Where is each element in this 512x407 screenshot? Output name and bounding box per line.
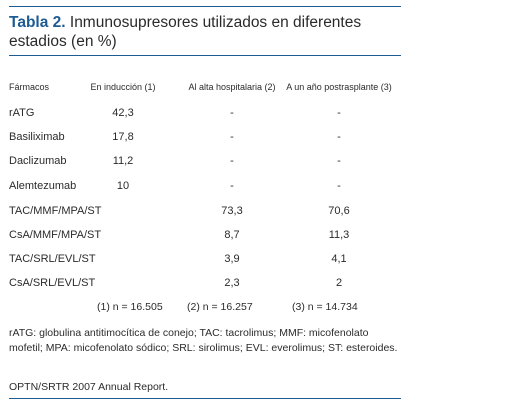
discharge-value: - <box>230 180 234 192</box>
header-induccion: En inducción (1) <box>90 82 156 92</box>
discharge-value: 2,3 <box>224 277 240 289</box>
n-one-year: (3) n = 14.734 <box>292 301 358 313</box>
table-row: Alemtezumab 10 - - <box>0 180 512 194</box>
induction-value: 11,2 <box>112 155 134 167</box>
discharge-value: 3,9 <box>224 253 240 265</box>
column-headers: Fármacos En inducción (1) Al alta hospit… <box>0 82 512 96</box>
drug-name: Basiliximab <box>9 131 65 143</box>
table-row: TAC/MMF/MPA/ST 73,3 70,6 <box>0 205 512 219</box>
one-year-value: 11,3 <box>328 229 350 241</box>
drug-name: Daclizumab <box>9 155 67 167</box>
drug-name: Alemtezumab <box>9 180 77 192</box>
header-alta: Al alta hospitalaria (2) <box>188 82 276 92</box>
one-year-value: 70,6 <box>328 205 350 217</box>
table-row: TAC/SRL/EVL/ST 3,9 4,1 <box>0 253 512 267</box>
induction-value: 42,3 <box>112 107 134 119</box>
discharge-value: - <box>230 155 234 167</box>
one-year-value: - <box>337 107 341 119</box>
drug-name: rATG <box>9 107 35 119</box>
one-year-value: - <box>337 155 341 167</box>
table-label: Tabla 2. <box>9 14 66 31</box>
drug-name: TAC/MMF/MPA/ST <box>9 205 102 217</box>
table-row: Basiliximab 17,8 - - <box>0 131 512 145</box>
discharge-value: - <box>230 131 234 143</box>
one-year-value: - <box>337 131 341 143</box>
table-title: Tabla 2. Inmunosupresores utilizados en … <box>9 13 404 51</box>
title-rule <box>9 55 401 56</box>
one-year-value: 2 <box>335 277 343 289</box>
one-year-value: - <box>337 180 341 192</box>
table-row: rATG 42,3 - - <box>0 107 512 121</box>
n-induction: (1) n = 16.505 <box>97 301 163 313</box>
drug-name: CsA/MMF/MPA/ST <box>9 229 102 241</box>
discharge-value: - <box>230 107 234 119</box>
induction-value: 17,8 <box>112 131 134 143</box>
header-farmacos: Fármacos <box>9 82 50 92</box>
abbreviations-footnote: rATG: globulina antitimocítica de conejo… <box>9 327 398 354</box>
table-row: CsA/MMF/MPA/ST 8,7 11,3 <box>0 229 512 243</box>
header-un-ano: A un año postrasplante (3) <box>286 82 392 92</box>
drug-name: TAC/SRL/EVL/ST <box>9 253 96 265</box>
table-row: Daclizumab 11,2 - - <box>0 155 512 169</box>
top-rule <box>9 6 401 7</box>
discharge-value: 8,7 <box>224 229 240 241</box>
source-note: OPTN/SRTR 2007 Annual Report. <box>9 381 169 393</box>
bottom-rule <box>9 398 401 399</box>
induction-value: 10 <box>116 180 130 192</box>
n-discharge: (2) n = 16.257 <box>187 301 253 313</box>
table-title-text: Inmunosupresores utilizados en diferente… <box>9 14 362 50</box>
discharge-value: 73,3 <box>221 205 243 217</box>
drug-name: CsA/SRL/EVL/ST <box>9 277 96 289</box>
table-row: CsA/SRL/EVL/ST 2,3 2 <box>0 277 512 291</box>
one-year-value: 4,1 <box>331 253 347 265</box>
